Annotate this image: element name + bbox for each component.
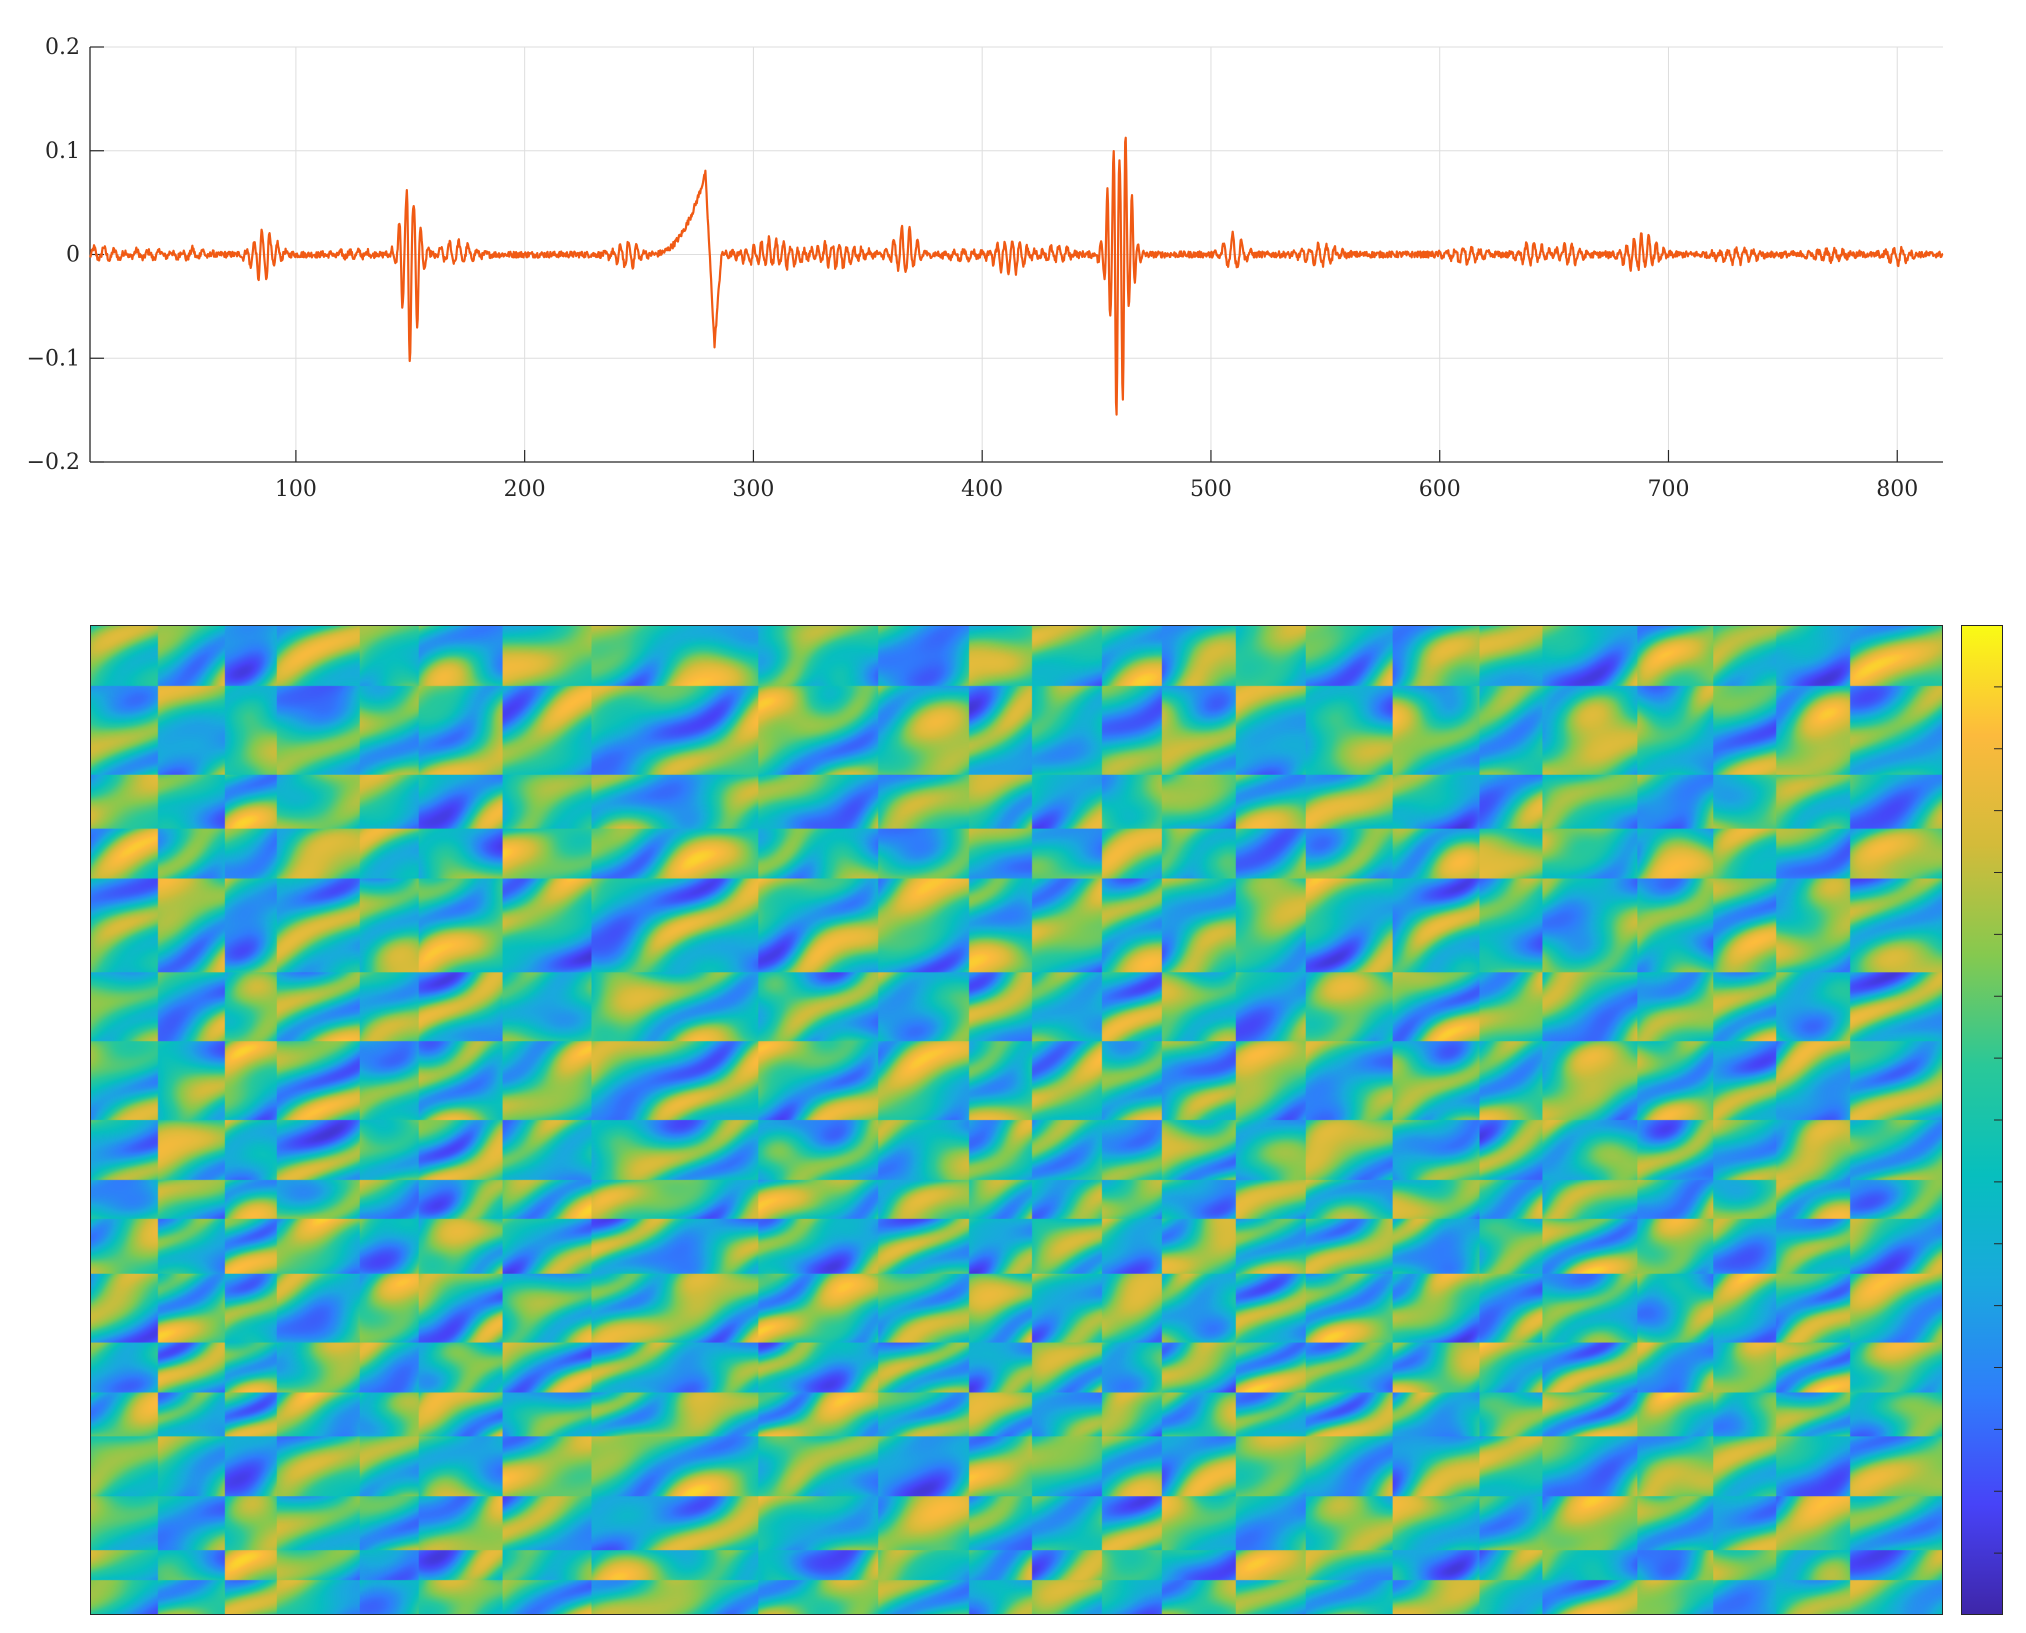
x-tick-label: 700 xyxy=(1647,477,1689,502)
y-tick-label: 0.2 xyxy=(45,35,80,60)
y-ticks: −0.2 −0.1 0 0.1 0.2 xyxy=(27,35,104,475)
x-tick-label: 200 xyxy=(504,477,546,502)
colorbar xyxy=(1961,625,2003,1615)
x-tick-label: 800 xyxy=(1876,477,1918,502)
signal-line-chart: 100 200 300 400 500 600 700 800 −0.2 −0.1 0 0.1 0.2 xyxy=(27,35,1944,502)
y-tick-label: 0 xyxy=(66,243,80,268)
y-tick-label: 0.1 xyxy=(45,139,80,164)
x-tick-label: 500 xyxy=(1190,477,1232,502)
heatmap-panel xyxy=(90,625,1943,1615)
x-tick-label: 600 xyxy=(1419,477,1461,502)
series-layer xyxy=(88,136,1944,416)
x-tick-label: 100 xyxy=(275,477,317,502)
y-tick-label: −0.1 xyxy=(27,346,80,371)
x-ticks: 100 200 300 400 500 600 700 800 xyxy=(275,450,1918,502)
x-tick-label: 400 xyxy=(961,477,1003,502)
colorbar-ticks xyxy=(1994,686,2003,1554)
heatmap-image xyxy=(91,626,1942,1614)
x-tick-label: 300 xyxy=(732,477,774,502)
y-tick-label: −0.2 xyxy=(27,450,80,475)
series-line xyxy=(88,136,1944,416)
